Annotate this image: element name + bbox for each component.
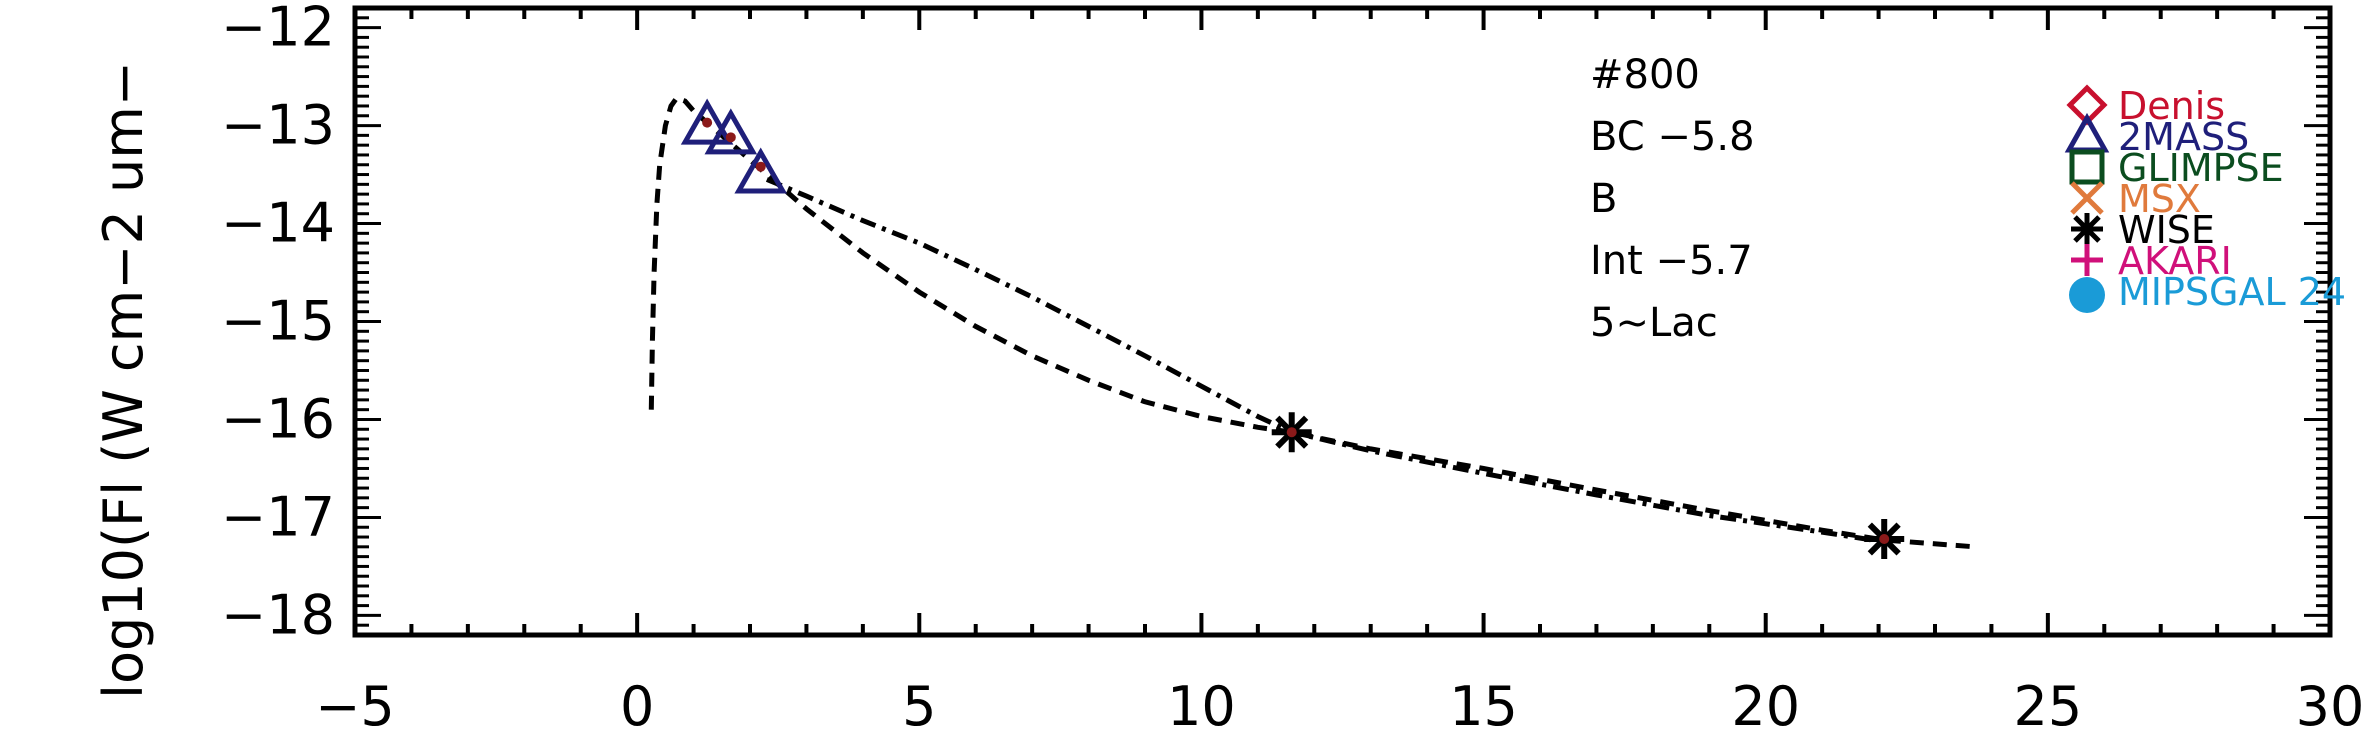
y-tick-label: −15 bbox=[221, 290, 335, 353]
circle-icon bbox=[2069, 277, 2105, 313]
asterisk-icon bbox=[2071, 213, 2103, 245]
asterisk-icon-stroke bbox=[2073, 215, 2101, 243]
legend-label: GLIMPSE bbox=[2118, 146, 2284, 190]
x-tick-label: 15 bbox=[1449, 675, 1518, 738]
legend-label: AKARI bbox=[2118, 239, 2232, 283]
annotation-text: B bbox=[1590, 176, 1617, 222]
2mass-point bbox=[704, 108, 758, 155]
fit-point bbox=[702, 117, 713, 128]
x-icon bbox=[2070, 181, 2104, 215]
model-curve-dashdot bbox=[765, 177, 1885, 545]
annotation-text: #800 bbox=[1590, 52, 1700, 98]
x-tick-label: −5 bbox=[315, 675, 395, 738]
legend-label: MSX bbox=[2118, 177, 2201, 221]
y-tick-label: −16 bbox=[221, 387, 335, 450]
x-tick-label: 30 bbox=[2296, 675, 2361, 738]
legend-label: WISE bbox=[2118, 208, 2215, 252]
plus-icon bbox=[2071, 244, 2103, 276]
x-tick-label: 0 bbox=[620, 675, 654, 738]
fit-point bbox=[725, 132, 736, 143]
y-axis-label: log10(Fl (W cm−2 um− bbox=[92, 61, 155, 699]
x-icon-stroke bbox=[2070, 181, 2104, 215]
2mass-point bbox=[734, 147, 788, 194]
model-curve-dashed bbox=[648, 95, 1975, 550]
legend-label: 2MASS bbox=[2118, 115, 2249, 159]
y-tick-label: −14 bbox=[221, 192, 335, 255]
y-tick-label: −17 bbox=[221, 485, 335, 548]
x-tick-label: 25 bbox=[2013, 675, 2082, 738]
square-icon bbox=[2069, 149, 2105, 185]
x-tick-label: 20 bbox=[1731, 675, 1800, 738]
plot-frame bbox=[352, 5, 2333, 638]
triangle-icon bbox=[2064, 112, 2110, 153]
y-tick-label: −18 bbox=[221, 583, 335, 646]
legend-label: Denis bbox=[2118, 84, 2225, 128]
x-tick-label: 5 bbox=[902, 675, 936, 738]
fit-point bbox=[755, 161, 766, 172]
annotation-text: BC −5.8 bbox=[1590, 114, 1755, 160]
annotation-text: 5~Lac bbox=[1590, 300, 1718, 346]
annotation-text: Int −5.7 bbox=[1590, 238, 1753, 284]
y-tick-label: −12 bbox=[221, 0, 335, 59]
fit-point bbox=[1879, 533, 1890, 544]
y-tick-label: −13 bbox=[221, 94, 335, 157]
data-layer bbox=[648, 95, 1975, 559]
fit-point bbox=[1286, 427, 1297, 438]
legend-label: MIPSGAL 24 bbox=[2118, 270, 2346, 314]
x-tick-label: 10 bbox=[1167, 675, 1236, 738]
2mass-point bbox=[680, 98, 734, 145]
